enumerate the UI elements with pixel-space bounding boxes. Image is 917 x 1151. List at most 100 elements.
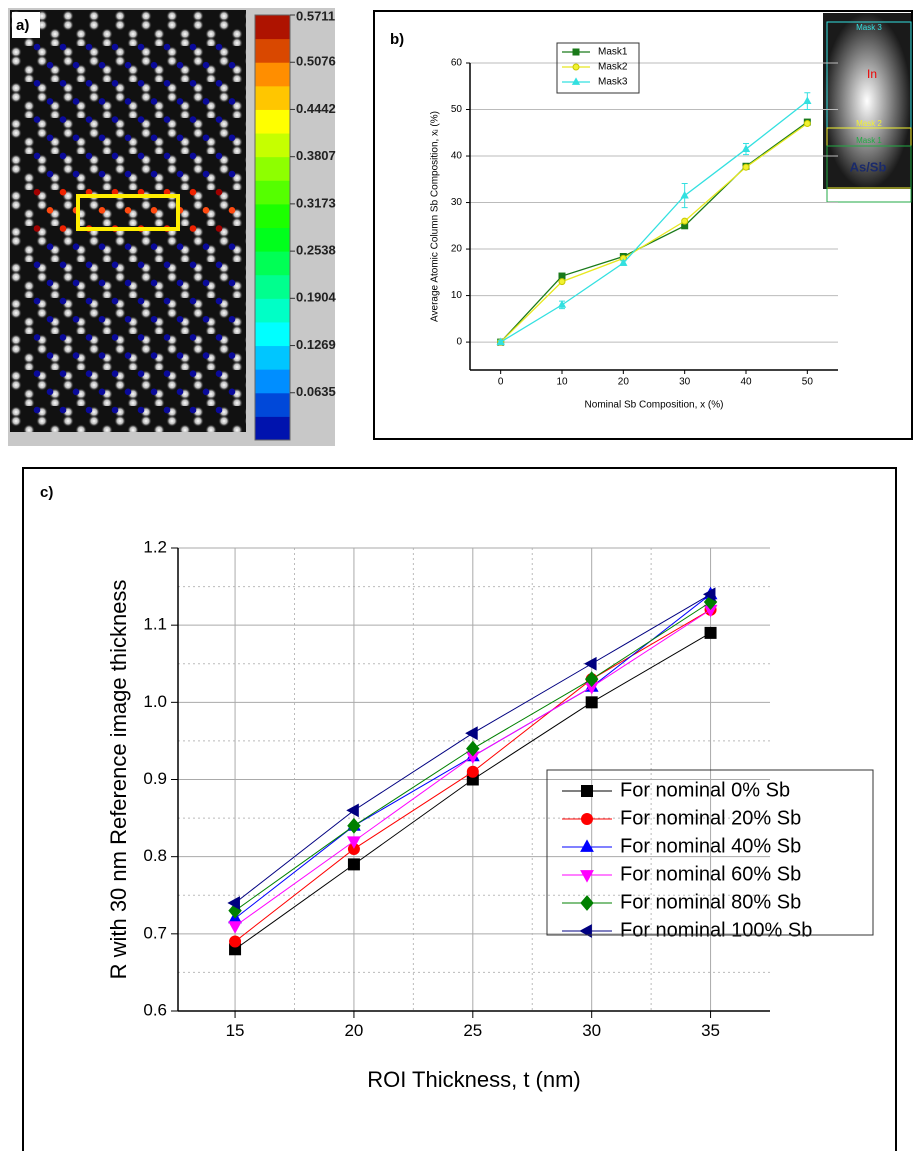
column-dot (124, 134, 132, 142)
column-dot (176, 279, 184, 287)
column-dot (189, 43, 197, 51)
marker (466, 765, 479, 778)
panel-label: a) (16, 17, 29, 34)
y-tick-label: 0 (456, 337, 462, 348)
column-dot (215, 152, 223, 160)
colorbar-step (255, 298, 290, 323)
column-dot (33, 225, 41, 232)
column-dot (59, 297, 67, 305)
colorbar-step (255, 62, 290, 87)
legend-label: Mask2 (598, 62, 628, 73)
colorbar-label: 0.1904 (296, 290, 337, 305)
legend-label: For nominal 40% Sb (620, 835, 801, 857)
colorbar: 0.5711 0.5076 0.4442 0.3807 0.3173 0.2538 0.19… (254, 8, 337, 441)
column-dot (46, 243, 54, 250)
column-dot (150, 243, 158, 250)
marker (619, 258, 628, 266)
colorbar-step (255, 251, 290, 276)
column-dot (85, 80, 93, 87)
marker (465, 726, 478, 741)
x-tick-label: 20 (344, 1021, 363, 1040)
inset-label: Mask 3 (856, 23, 882, 32)
x-axis-title: ROI Thickness, t (nm) (367, 1067, 581, 1092)
marker (229, 935, 242, 948)
column-dots (33, 43, 236, 414)
colorbar-label: 0.5711 (296, 8, 335, 23)
column-dot (59, 370, 67, 378)
colorbar-step (255, 416, 290, 441)
atom-image (10, 10, 246, 432)
marker (702, 587, 716, 602)
marker (584, 656, 597, 671)
colorbar-label: 0.2538 (296, 243, 336, 258)
colorbar-step (255, 369, 290, 394)
column-dot (202, 388, 210, 396)
column-dot (59, 225, 67, 232)
column-dot (85, 334, 93, 341)
column-dot (46, 61, 54, 69)
column-dot (111, 188, 119, 196)
column-dot (33, 116, 41, 123)
column-dot (33, 43, 41, 51)
column-dot (46, 134, 54, 142)
column-dot (98, 279, 106, 287)
x-tick-label: 40 (740, 377, 752, 388)
column-dot (228, 315, 236, 323)
column-dot (163, 334, 171, 341)
legend-marker (571, 77, 581, 85)
marker (227, 896, 240, 910)
legend-marker (581, 813, 593, 825)
column-dot (215, 43, 223, 51)
marker (742, 163, 750, 171)
x-tick-label: 15 (226, 1021, 245, 1040)
column-dot (150, 207, 158, 214)
panel-label: b) (390, 31, 404, 48)
column-dot (202, 279, 210, 287)
inset-label: In (867, 67, 877, 81)
column-dot (202, 170, 210, 178)
column-dot (72, 134, 80, 142)
colorbar-step (255, 85, 290, 110)
y-tick-label: 0.7 (143, 923, 167, 942)
panel-b-frame (373, 10, 913, 440)
column-dot (59, 152, 67, 160)
legend-marker (572, 63, 580, 71)
marker (585, 696, 598, 709)
column-dot (124, 207, 132, 214)
legend-marker (580, 870, 594, 883)
colorbar-label: 0.5076 (296, 54, 336, 69)
column-dot (59, 261, 67, 269)
column-dot (202, 207, 210, 214)
marker (803, 96, 812, 105)
column-dot (137, 80, 145, 87)
column-dot (72, 170, 80, 178)
column-dot (163, 152, 171, 160)
column-dot (228, 61, 236, 69)
colorbar-step (255, 180, 290, 205)
column-dot (163, 406, 171, 414)
legend-label: Mask3 (598, 77, 628, 88)
column-dot (85, 43, 93, 51)
y-tick-label: 30 (451, 197, 463, 208)
column-dot (85, 116, 93, 123)
column-dot (59, 80, 67, 87)
column-dot (124, 243, 132, 250)
inset-label: As/Sb (850, 159, 887, 174)
column-dot (176, 388, 184, 396)
inset: Mask 3 In Mask 2 Mask 1 As/Sb (823, 13, 912, 203)
marker (803, 119, 811, 127)
colorbar-label: 0.0635 (296, 384, 336, 399)
legend-marker (580, 839, 594, 852)
marker (347, 817, 361, 834)
colorbar-step (255, 109, 290, 134)
column-dot (202, 61, 210, 69)
column-dot (150, 279, 158, 287)
y-tick-label: 1.1 (143, 615, 167, 634)
column-dot (111, 152, 119, 160)
legend-box (546, 769, 874, 936)
panel-label: c) (40, 484, 53, 501)
column-dot (137, 116, 145, 123)
y-tick-label: 50 (451, 104, 463, 115)
legend-marker (580, 895, 594, 911)
colorbar-step (255, 274, 290, 299)
